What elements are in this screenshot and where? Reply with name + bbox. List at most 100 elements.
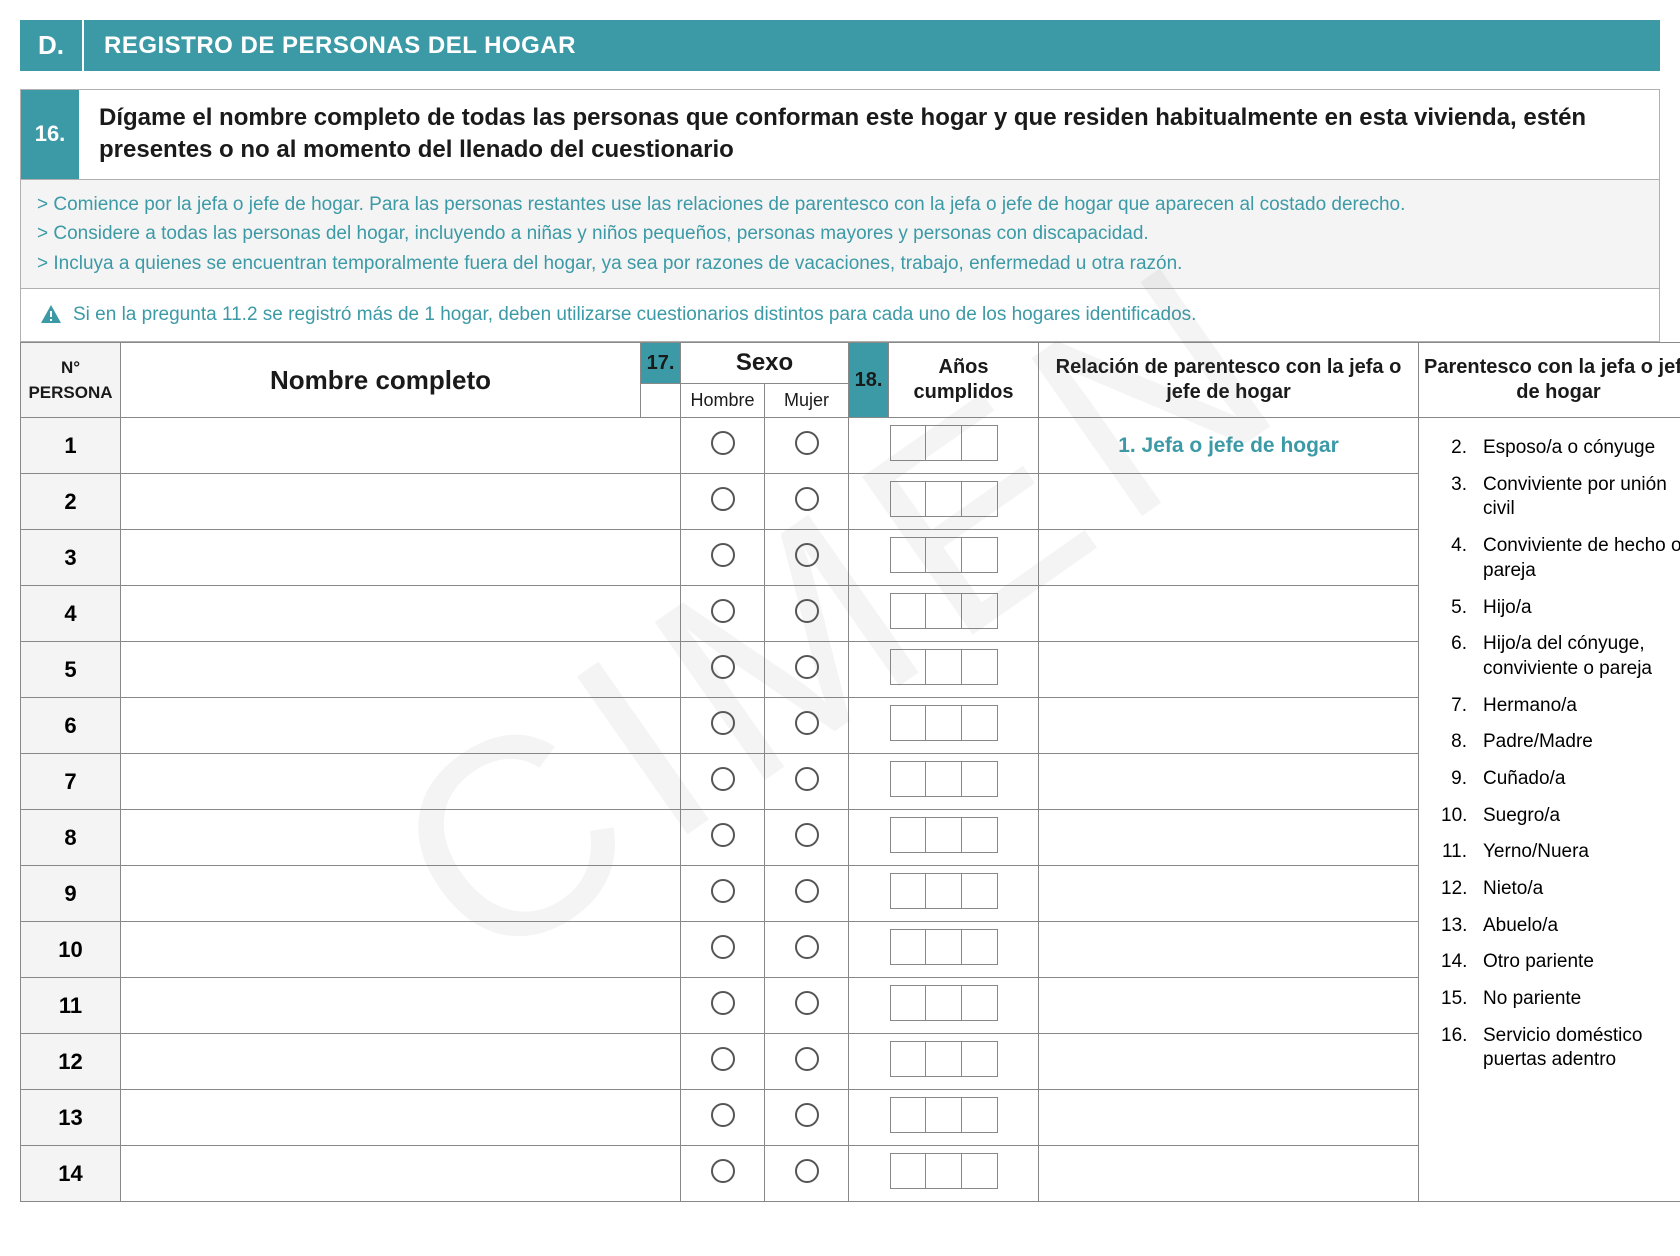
sexo-mujer-radio[interactable] (765, 810, 849, 866)
sexo-hombre-radio[interactable] (681, 698, 765, 754)
anos-input-cell[interactable] (849, 1034, 1039, 1090)
relationship-option: 10.Suegro/a (1441, 804, 1680, 829)
anos-input-cell[interactable] (849, 474, 1039, 530)
question-row: 16. Dígame el nombre completo de todas l… (20, 89, 1660, 179)
sexo-mujer-radio[interactable] (765, 698, 849, 754)
name-input-cell[interactable] (121, 1034, 681, 1090)
relacion-cell[interactable] (1039, 642, 1419, 698)
relacion-cell[interactable] (1039, 1090, 1419, 1146)
row-number: 11 (21, 978, 121, 1034)
anos-input-cell[interactable] (849, 530, 1039, 586)
header-parentesco: Parentesco con la jefa o jefe de hogar (1419, 343, 1680, 418)
anos-input-cell[interactable] (849, 754, 1039, 810)
relacion-cell[interactable] (1039, 866, 1419, 922)
sexo-hombre-radio[interactable] (681, 418, 765, 474)
relacion-cell[interactable]: 1. Jefa o jefe de hogar (1039, 418, 1419, 474)
anos-input-cell[interactable] (849, 810, 1039, 866)
sexo-mujer-radio[interactable] (765, 866, 849, 922)
sexo-hombre-radio[interactable] (681, 922, 765, 978)
sexo-mujer-radio[interactable] (765, 418, 849, 474)
name-input-cell[interactable] (121, 810, 681, 866)
relacion-cell[interactable] (1039, 1146, 1419, 1202)
anos-input-cell[interactable] (849, 642, 1039, 698)
header-anos: Años cumplidos (889, 343, 1039, 418)
relationship-option: 8.Padre/Madre (1441, 730, 1680, 755)
row-number: 9 (21, 866, 121, 922)
sexo-mujer-radio[interactable] (765, 642, 849, 698)
relationship-option: 5.Hijo/a (1441, 596, 1680, 621)
header-hombre: Hombre (681, 384, 765, 418)
relacion-cell[interactable] (1039, 1034, 1419, 1090)
sexo-hombre-radio[interactable] (681, 1146, 765, 1202)
sexo-hombre-radio[interactable] (681, 530, 765, 586)
header-n-persona: N° PERSONA (21, 343, 121, 418)
sexo-hombre-radio[interactable] (681, 978, 765, 1034)
header-nombre: Nombre completo (121, 343, 641, 418)
warning-box: Si en la pregunta 11.2 se registró más d… (20, 288, 1660, 342)
name-input-cell[interactable] (121, 1090, 681, 1146)
sexo-hombre-radio[interactable] (681, 754, 765, 810)
anos-input-cell[interactable] (849, 586, 1039, 642)
name-input-cell[interactable] (121, 474, 681, 530)
name-input-cell[interactable] (121, 866, 681, 922)
relationship-legend: 2.Esposo/a o cónyuge3.Conviviente por un… (1419, 418, 1680, 1202)
relacion-cell[interactable] (1039, 530, 1419, 586)
relacion-cell[interactable] (1039, 754, 1419, 810)
name-input-cell[interactable] (121, 586, 681, 642)
sexo-mujer-radio[interactable] (765, 978, 849, 1034)
relationship-option: 4.Conviviente de hecho o pareja (1441, 534, 1680, 583)
instruction-line: > Considere a todas las personas del hog… (37, 219, 1643, 248)
section-letter: D. (20, 20, 84, 71)
name-input-cell[interactable] (121, 642, 681, 698)
sexo-hombre-radio[interactable] (681, 1090, 765, 1146)
anos-input-cell[interactable] (849, 1090, 1039, 1146)
anos-input-cell[interactable] (849, 698, 1039, 754)
row-number: 5 (21, 642, 121, 698)
row-number: 6 (21, 698, 121, 754)
instruction-line: > Comience por la jefa o jefe de hogar. … (37, 190, 1643, 219)
sexo-mujer-radio[interactable] (765, 1146, 849, 1202)
relacion-cell[interactable] (1039, 810, 1419, 866)
relationship-option: 11.Yerno/Nuera (1441, 840, 1680, 865)
name-input-cell[interactable] (121, 1146, 681, 1202)
anos-input-cell[interactable] (849, 418, 1039, 474)
sexo-mujer-radio[interactable] (765, 1034, 849, 1090)
instructions-panel: > Comience por la jefa o jefe de hogar. … (20, 179, 1660, 288)
row-number: 14 (21, 1146, 121, 1202)
sexo-hombre-radio[interactable] (681, 586, 765, 642)
sexo-hombre-radio[interactable] (681, 1034, 765, 1090)
name-input-cell[interactable] (121, 978, 681, 1034)
name-input-cell[interactable] (121, 698, 681, 754)
row-number: 3 (21, 530, 121, 586)
name-input-cell[interactable] (121, 754, 681, 810)
anos-input-cell[interactable] (849, 922, 1039, 978)
relacion-cell[interactable] (1039, 474, 1419, 530)
relacion-cell[interactable] (1039, 586, 1419, 642)
sexo-mujer-radio[interactable] (765, 1090, 849, 1146)
sexo-mujer-radio[interactable] (765, 586, 849, 642)
anos-input-cell[interactable] (849, 978, 1039, 1034)
relationship-option: 15.No pariente (1441, 987, 1680, 1012)
relacion-value: 1. Jefa o jefe de hogar (1118, 434, 1339, 457)
sexo-hombre-radio[interactable] (681, 866, 765, 922)
header-q18: 18. (849, 343, 889, 418)
relationship-option: 6.Hijo/a del cónyuge, conviviente o pare… (1441, 632, 1680, 681)
name-input-cell[interactable] (121, 530, 681, 586)
name-input-cell[interactable] (121, 922, 681, 978)
sexo-hombre-radio[interactable] (681, 642, 765, 698)
section-header: D. REGISTRO DE PERSONAS DEL HOGAR (20, 20, 1660, 71)
name-input-cell[interactable] (121, 418, 681, 474)
anos-input-cell[interactable] (849, 866, 1039, 922)
sexo-hombre-radio[interactable] (681, 474, 765, 530)
sexo-mujer-radio[interactable] (765, 474, 849, 530)
relacion-cell[interactable] (1039, 698, 1419, 754)
anos-input-cell[interactable] (849, 1146, 1039, 1202)
relacion-cell[interactable] (1039, 978, 1419, 1034)
question-number: 16. (21, 90, 79, 179)
sexo-mujer-radio[interactable] (765, 922, 849, 978)
sexo-hombre-radio[interactable] (681, 810, 765, 866)
relacion-cell[interactable] (1039, 922, 1419, 978)
row-number: 4 (21, 586, 121, 642)
sexo-mujer-radio[interactable] (765, 754, 849, 810)
sexo-mujer-radio[interactable] (765, 530, 849, 586)
